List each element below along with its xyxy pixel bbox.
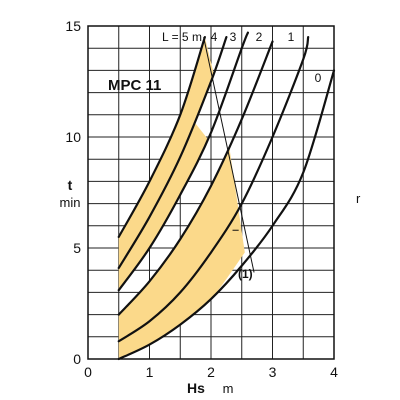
y-tick-label: 10 <box>65 129 81 145</box>
x-tick-label: 4 <box>330 364 338 380</box>
curve-4 <box>117 40 274 316</box>
y-axis-unit: min <box>60 195 81 210</box>
x-tick-label: 1 <box>146 364 154 380</box>
y-tick-label: 15 <box>65 18 81 34</box>
stray-text: r <box>356 191 361 206</box>
curve-label-2: 2 <box>256 30 263 44</box>
axes <box>87 25 335 360</box>
callout-label: (1) <box>238 267 253 281</box>
y-axis-title: t <box>68 177 73 193</box>
shaded-band-3 <box>118 148 245 359</box>
shaded-bands <box>118 37 245 359</box>
y-tick-label: 5 <box>73 240 81 256</box>
shaded-band-2 <box>118 123 208 291</box>
chart-title: MPC 11 <box>108 77 161 94</box>
curve-5 <box>117 36 310 343</box>
curve-label-1: 1 <box>288 30 295 44</box>
y-tick-label: 0 <box>73 351 81 367</box>
curve-1 <box>117 36 206 238</box>
x-tick-label: 0 <box>84 364 92 380</box>
curve-3 <box>117 31 249 292</box>
x-axis-unit: m <box>223 381 234 396</box>
callout-pointer-line <box>203 36 255 273</box>
shaded-band-1 <box>118 37 215 268</box>
x-tick-label: 2 <box>207 364 215 380</box>
curve-2 <box>117 36 228 270</box>
plot-frame <box>87 25 335 360</box>
curve-6 <box>117 69 336 361</box>
curve-label-5m: L = 5 m <box>162 30 202 44</box>
x-tick-label: 3 <box>269 364 277 380</box>
curve-label-0: 0 <box>315 71 322 85</box>
x-axis-title: Hs <box>187 380 205 396</box>
curve-label-3: 3 <box>230 30 237 44</box>
curves <box>117 31 336 361</box>
curve-label-4: 4 <box>211 30 218 44</box>
